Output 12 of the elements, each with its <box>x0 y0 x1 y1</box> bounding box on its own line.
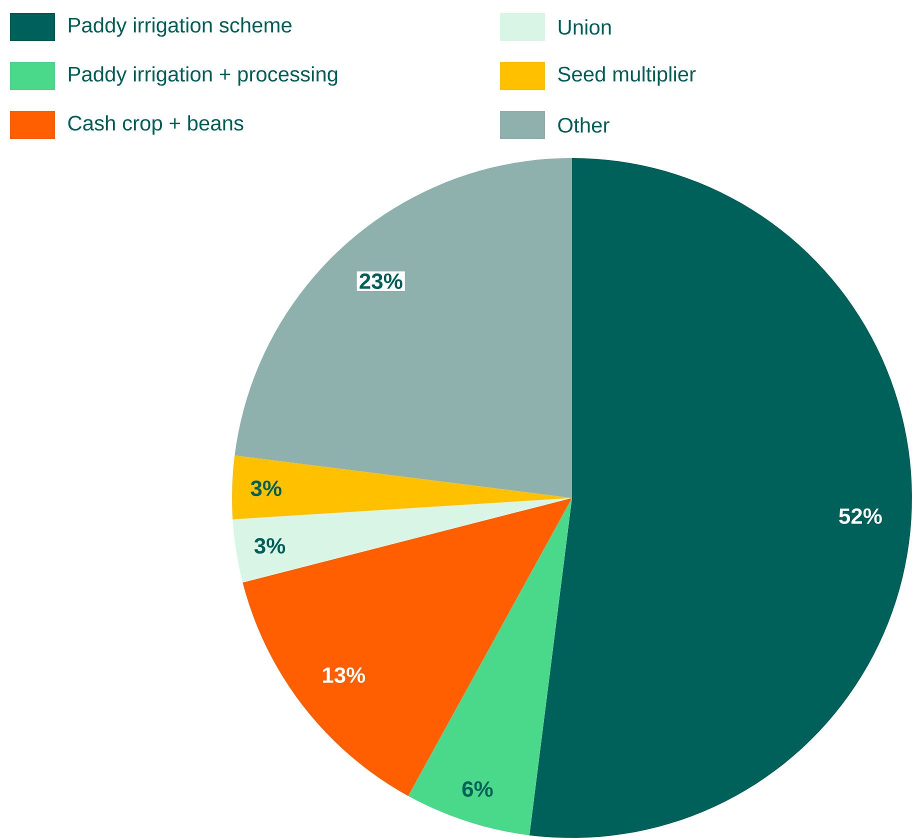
legend-label: Seed multiplier <box>558 66 696 86</box>
legend-label: Paddy irrigation scheme <box>68 17 292 37</box>
data-label: 6% <box>462 781 493 797</box>
legend-label: Union <box>558 19 611 35</box>
legend-label: Cash crop + beans <box>68 115 244 135</box>
data-label: 3% <box>250 480 282 496</box>
data-label: 52% <box>839 508 882 524</box>
legend-label: Other <box>558 117 610 133</box>
data-label: 23% <box>360 273 402 290</box>
data-label: 3% <box>254 538 286 554</box>
data-label: 13% <box>323 667 366 683</box>
legend-label: Paddy irrigation + processing <box>68 66 338 86</box>
